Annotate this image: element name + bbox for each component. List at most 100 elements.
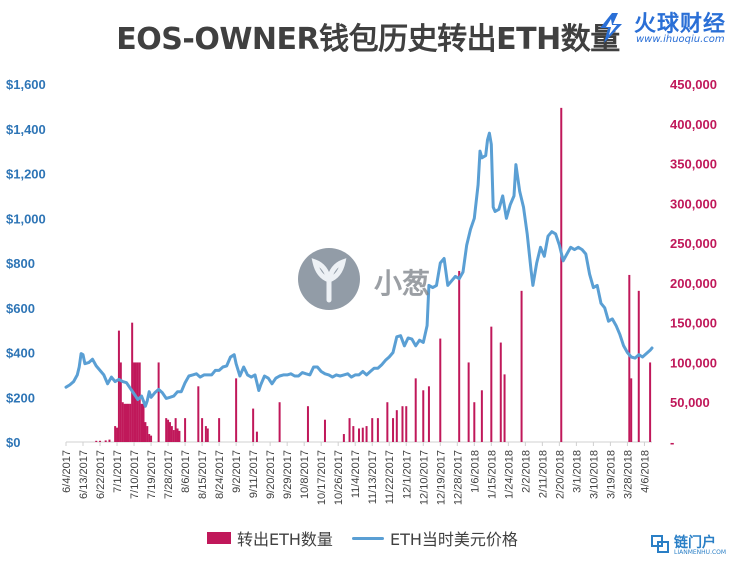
- x-tick-label: 2/20/2018: [554, 450, 566, 499]
- bar: [157, 362, 160, 442]
- bar: [252, 408, 255, 442]
- bar: [104, 440, 107, 442]
- x-tick-label: 11/13/2017: [367, 450, 379, 504]
- x-tick-label: 10/17/2017: [316, 450, 328, 505]
- bar: [95, 440, 98, 442]
- bar: [405, 406, 408, 442]
- x-tick-label: 7/10/2017: [129, 450, 141, 499]
- left-axis-ticks: $0 $200 $400 $600 $800 $1,000 $1,200 $1,400 $1,6…: [6, 77, 46, 450]
- bar: [134, 362, 137, 442]
- x-tick-label: 9/11/2017: [248, 450, 260, 498]
- bar: [401, 406, 404, 442]
- bar: [520, 290, 523, 442]
- corner-logo-sub: LIANMENHU.COM: [674, 549, 727, 556]
- x-tick-label: 7/1/2017: [112, 450, 124, 493]
- bar: [150, 435, 153, 442]
- bar: [206, 428, 209, 442]
- right-tick-label: -: [670, 435, 674, 450]
- bar: [142, 403, 145, 442]
- brand-url: www.ihuoqiu.com: [636, 34, 725, 45]
- bar: [204, 426, 207, 442]
- bar: [197, 386, 200, 442]
- chart: $0 $200 $400 $600 $800 $1,000 $1,200 $1,400 $1,6…: [6, 77, 717, 505]
- bar: [121, 402, 124, 442]
- bar: [255, 431, 258, 442]
- x-tick-label: 2/11/2018: [537, 450, 549, 498]
- x-tick-label: 11/4/2017: [350, 450, 362, 498]
- x-axis-ticks: 6/4/2017 6/13/2017 6/22/2017 7/1/2017 7/10/2…: [61, 442, 651, 505]
- legend-swatch-line: [352, 536, 384, 540]
- bar: [133, 362, 136, 442]
- bar-series: [95, 107, 652, 442]
- bar: [144, 422, 147, 442]
- bar: [386, 402, 389, 442]
- bar: [184, 418, 187, 442]
- bar: [395, 410, 398, 442]
- bar: [365, 426, 368, 442]
- right-tick-label: 300,000: [670, 196, 717, 211]
- bar: [458, 270, 461, 442]
- right-tick-label: 100,000: [670, 355, 717, 370]
- bar: [178, 430, 181, 442]
- watermark-logo: 小葱: [298, 248, 448, 312]
- bar: [235, 378, 238, 442]
- bar: [637, 290, 640, 442]
- bar: [140, 403, 143, 442]
- bar: [165, 418, 168, 442]
- x-tick-label: 1/15/2018: [486, 450, 498, 499]
- bar: [201, 418, 204, 442]
- x-tick-label: 6/22/2017: [95, 450, 107, 499]
- brand-name: 火球财经: [634, 12, 727, 37]
- legend-item-line: ETH当时美元价格: [352, 526, 518, 550]
- corner-logo-name: 链门户: [674, 535, 716, 551]
- right-tick-label: 250,000: [670, 236, 717, 251]
- watermark-circle: [298, 248, 360, 310]
- x-tick-label: 12/1/2017: [401, 450, 413, 499]
- x-tick-label: 12/28/2017: [452, 450, 464, 505]
- bar: [278, 402, 281, 442]
- right-tick-label: 400,000: [670, 117, 717, 132]
- bar: [218, 418, 221, 442]
- x-tick-label: 3/28/2018: [622, 450, 634, 499]
- bar: [348, 418, 351, 442]
- bar: [439, 338, 442, 442]
- x-tick-label: 9/2/2017: [231, 450, 243, 493]
- bar: [119, 362, 122, 442]
- bar: [108, 439, 111, 442]
- x-tick-label: 10/26/2017: [333, 450, 345, 505]
- bar: [560, 107, 563, 442]
- legend-label-line: ETH当时美元价格: [390, 530, 518, 549]
- bar: [630, 378, 633, 442]
- bar: [503, 374, 506, 442]
- bar: [116, 427, 119, 442]
- x-tick-label: 6/4/2017: [61, 450, 73, 493]
- x-tick-label: 6/13/2017: [78, 450, 90, 499]
- bar: [480, 390, 483, 442]
- bar: [499, 342, 502, 442]
- legend-item-bar: 转出ETH数量: [207, 526, 333, 550]
- x-tick-label: 10/8/2017: [299, 450, 311, 499]
- bar: [358, 428, 360, 442]
- x-tick-label: 7/28/2017: [163, 450, 175, 499]
- x-tick-label: 7/19/2017: [146, 450, 158, 499]
- x-tick-label: 9/20/2017: [265, 450, 277, 499]
- flame-icon: [600, 13, 622, 43]
- bar: [170, 426, 173, 442]
- bar: [127, 403, 130, 442]
- legend: 转出ETH数量 ETH当时美元价格: [0, 522, 736, 552]
- left-tick-label: $400: [6, 346, 35, 361]
- bar: [125, 403, 128, 442]
- bar: [490, 326, 493, 442]
- right-axis-ticks: - 50,000 100,000 150,000 200,000 250,000 300,0…: [670, 77, 717, 450]
- right-tick-label: 200,000: [670, 276, 717, 291]
- bar: [361, 427, 364, 442]
- left-tick-label: $1,000: [6, 211, 46, 226]
- bar: [99, 440, 102, 442]
- bar: [427, 386, 430, 442]
- x-tick-label: 11/22/2017: [384, 450, 396, 504]
- bar: [114, 426, 117, 442]
- right-tick-label: 450,000: [670, 77, 717, 92]
- left-tick-label: $1,600: [6, 77, 46, 92]
- x-tick-label: 8/24/2017: [214, 450, 226, 499]
- x-tick-label: 12/10/2017: [418, 450, 430, 505]
